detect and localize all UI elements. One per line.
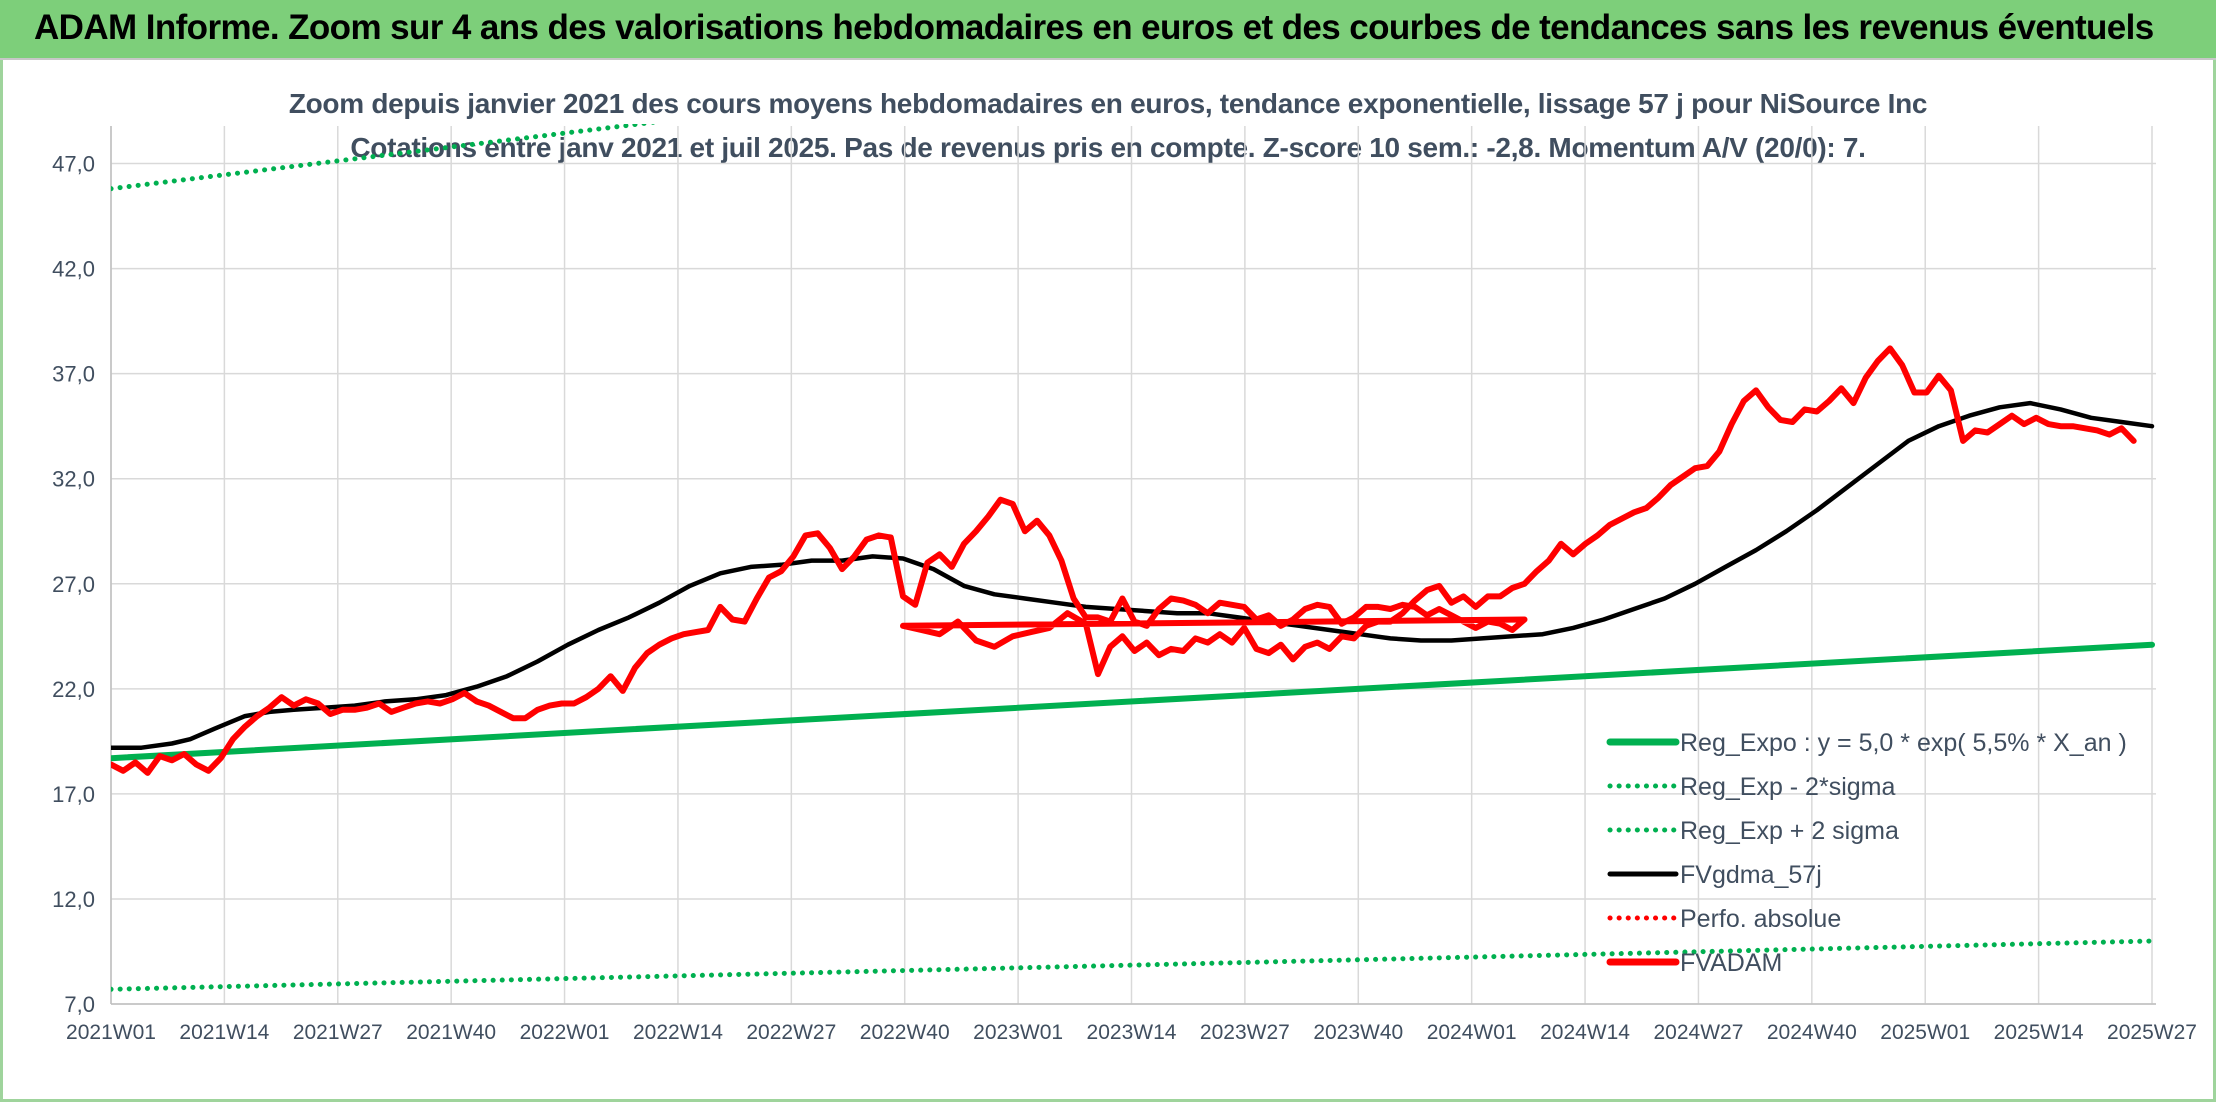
x-tick-label: 2023W01	[973, 1021, 1063, 1044]
y-tick-label: 42,0	[52, 257, 95, 282]
banner-title: ADAM Informe. Zoom sur 4 ans des valoris…	[34, 8, 2154, 47]
x-tick-label: 2021W14	[179, 1021, 269, 1044]
x-tick-label: 2021W27	[293, 1021, 383, 1044]
legend-label: Reg_Exp + 2 sigma	[1680, 817, 1899, 845]
x-tick-label: 2024W40	[1767, 1021, 1857, 1044]
chart-title: Zoom depuis janvier 2021 des cours moyen…	[288, 88, 1928, 119]
x-tick-label: 2022W01	[520, 1021, 610, 1044]
x-tick-label: 2024W14	[1540, 1021, 1630, 1044]
chart-frame	[0, 60, 2216, 1102]
x-tick-label: 2023W14	[1087, 1021, 1177, 1044]
chart-subtitle: Cotations entre janv 2021 et juil 2025. …	[350, 132, 1866, 163]
x-tick-label: 2025W01	[1880, 1021, 1970, 1044]
x-tick-label: 2024W01	[1427, 1021, 1517, 1044]
x-tick-label: 2022W27	[746, 1021, 836, 1044]
y-tick-label: 47,0	[52, 152, 95, 177]
x-tick-label: 2022W40	[860, 1021, 950, 1044]
x-tick-label: 2024W27	[1653, 1021, 1743, 1044]
y-tick-label: 32,0	[52, 467, 95, 492]
y-tick-label: 22,0	[52, 677, 95, 702]
banner: ADAM Informe. Zoom sur 4 ans des valoris…	[0, 0, 2216, 60]
y-tick-label: 12,0	[52, 887, 95, 912]
legend-label: Reg_Expo : y = 5,0 * exp( 5,5% * X_an )	[1680, 729, 2127, 757]
series-fvadam	[111, 345, 2137, 776]
series-reg-expo	[111, 641, 2155, 762]
x-tick-label: 2023W27	[1200, 1021, 1290, 1044]
y-tick-label: 7,0	[64, 992, 95, 1017]
y-tick-label: 37,0	[52, 362, 95, 387]
x-tick-label: 2025W27	[2107, 1021, 2197, 1044]
y-tick-label: 17,0	[52, 782, 95, 807]
legend-label: FVgdma_57j	[1680, 861, 1822, 889]
x-tick-label: 2025W14	[1994, 1021, 2084, 1044]
x-tick-label: 2021W01	[66, 1021, 156, 1044]
legend-label: FVADAM	[1680, 949, 1782, 977]
x-tick-label: 2022W14	[633, 1021, 723, 1044]
y-tick-label: 27,0	[52, 572, 95, 597]
series-reg-exp-minus-2sigma	[111, 938, 2155, 992]
legend-label: Reg_Exp - 2*sigma	[1680, 773, 1895, 801]
x-tick-label: 2021W40	[406, 1021, 496, 1044]
legend-label: Perfo. absolue	[1680, 905, 1841, 933]
x-tick-label: 2023W40	[1313, 1021, 1403, 1044]
series-group	[111, 124, 2155, 992]
